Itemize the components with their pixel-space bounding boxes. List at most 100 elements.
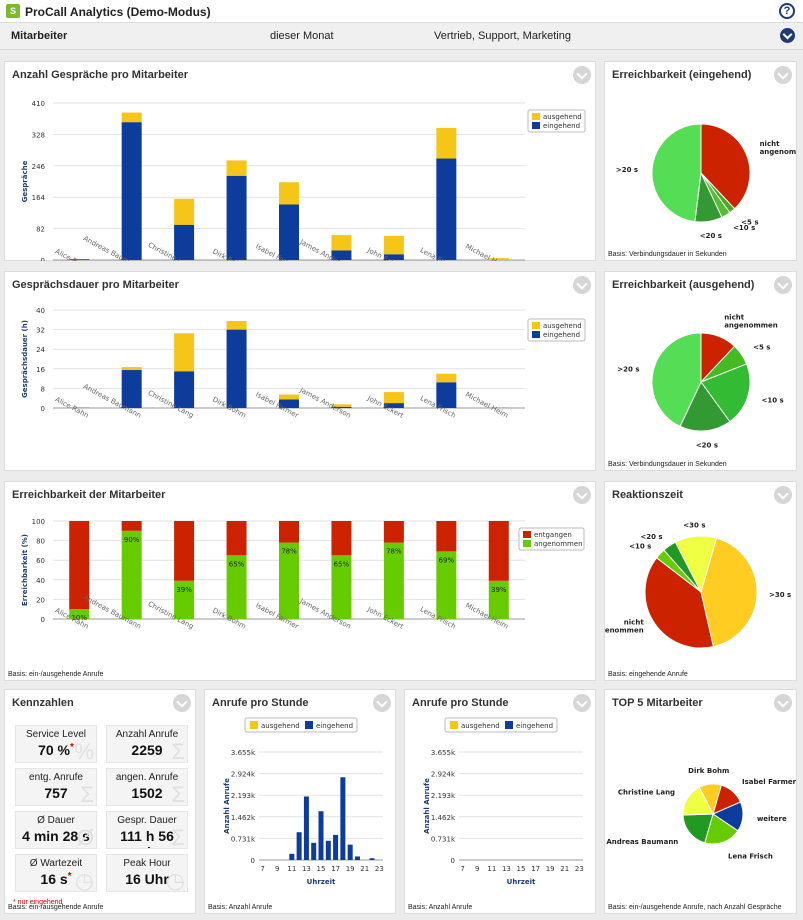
kpi-label: Gespr. Dauer — [117, 815, 177, 826]
legend-label: angenommen — [534, 540, 583, 548]
bar-entgangen-john-eckert — [383, 521, 404, 543]
legend-swatch — [523, 540, 531, 547]
bar-eingehend-lena-frisch — [436, 158, 457, 260]
app-header: S ProCall Analytics (Demo-Modus) ? — [0, 0, 803, 23]
panel-footer: Basis: ein-/ausgehende Anrufe — [8, 671, 104, 678]
bar-hour-22-eingehend — [369, 858, 375, 860]
bar-hour-20-eingehend — [354, 856, 360, 860]
x-tick-label: 23 — [575, 865, 584, 873]
bar-angenommen-andreas-baumann — [121, 530, 142, 619]
pie-label: <20 s — [696, 442, 718, 450]
panel-collapse-chevron-icon[interactable] — [373, 694, 391, 712]
data-label: 78% — [281, 548, 297, 556]
legend-box — [444, 717, 558, 733]
bar-eingehend-andreas-baumann — [121, 370, 142, 408]
filter-period[interactable]: dieser Monat — [270, 30, 334, 42]
y-tick-label: 0.731k — [231, 835, 256, 843]
pie-label: <10 s — [761, 397, 783, 405]
bar-entgangen-michael-heim — [488, 521, 509, 581]
panel-collapse-chevron-icon[interactable] — [573, 276, 591, 294]
kpi-average-duration: Ø Dauer 4 min 28 s Ø — [15, 811, 97, 849]
y-tick-label: 0 — [41, 257, 45, 261]
legend-label: eingehend — [516, 722, 553, 730]
bar-angenommen-michael-heim — [488, 580, 509, 619]
bar-eingehend-james-anderson — [331, 250, 352, 260]
panel-collapse-chevron-icon[interactable] — [173, 694, 191, 712]
app-logo-icon: S — [6, 4, 20, 18]
data-label: 65% — [229, 560, 245, 568]
filter-bar[interactable]: Mitarbeiter dieser Monat Vertrieb, Suppo… — [0, 23, 803, 50]
data-label: 10% — [71, 614, 87, 622]
kpi-value: 2259 — [131, 742, 163, 758]
y-tick-label: 3.655k — [431, 749, 456, 757]
y-tick-label: 0 — [41, 405, 45, 413]
y-tick-label: 82 — [36, 226, 45, 234]
filter-expand-chevron-icon[interactable] — [780, 28, 795, 43]
calls-per-hour-chart: 0 0.731k 1.462k 2.193k 2.924k 3.655k 7 9 11 13 15 1… — [223, 717, 384, 886]
panel-collapse-chevron-icon[interactable] — [774, 66, 792, 84]
help-button[interactable]: ? — [779, 3, 795, 19]
average-watermark-icon: Ø — [76, 825, 94, 849]
panel-collapse-chevron-icon[interactable] — [573, 486, 591, 504]
panel-collapse-chevron-icon[interactable] — [573, 66, 591, 84]
panel-collapse-chevron-icon[interactable] — [774, 694, 792, 712]
x-tick-label: 17 — [531, 865, 540, 873]
kpi-service-level: Service Level 70 %* % — [15, 725, 97, 763]
panel-collapse-chevron-icon[interactable] — [774, 276, 792, 294]
panel-title: Erreichbarkeit (ausgehend) — [612, 279, 755, 291]
panel-collapse-chevron-icon[interactable] — [774, 486, 792, 504]
legend-swatch — [532, 122, 540, 129]
legend-swatch — [305, 721, 313, 729]
data-label: 39% — [176, 586, 192, 594]
y-tick-label: 1.462k — [231, 814, 256, 822]
pie-label: angenommen — [605, 627, 644, 635]
panel-title: Erreichbarkeit (eingehend) — [612, 69, 752, 81]
panel-title: Anzahl Gespräche pro Mitarbeiter — [12, 69, 189, 81]
bar-eingehend-john-eckert — [383, 403, 404, 408]
y-tick-label: 80 — [36, 538, 45, 546]
sum-watermark-icon: Σ — [171, 825, 185, 849]
kpi-label: Peak Hour — [123, 858, 171, 869]
filter-departments[interactable]: Vertrieb, Support, Marketing — [434, 30, 571, 42]
x-tick-label: 9 — [475, 865, 479, 873]
pie-label: <20 s — [700, 232, 722, 240]
pie-label: <10 s — [733, 224, 755, 232]
panel-collapse-chevron-icon[interactable] — [573, 694, 591, 712]
legend-label: ausgehend — [543, 113, 582, 121]
calls-per-hour-chart: 0 0.731k 1.462k 2.193k 2.924k 3.655k 7 9 11 13 15 1… — [423, 717, 584, 886]
bar-angenommen-christine-lang — [174, 580, 195, 619]
kpi-value: 111 h 56 min — [120, 828, 174, 848]
x-tick-label: 13 — [502, 865, 511, 873]
kpi-total-calls: Anzahl Anrufe 2259 Σ — [106, 725, 188, 763]
pie-label: Lena Frisch — [728, 852, 773, 860]
y-tick-label: 20 — [36, 596, 45, 604]
bar-hour-12-eingehend — [296, 832, 302, 860]
bar-ausgehend-john-eckert — [383, 392, 404, 404]
y-tick-label: 40 — [36, 307, 45, 315]
x-tick-label: 7 — [260, 865, 264, 873]
pie-label: <5 s — [753, 344, 770, 352]
pie-label: <30 s — [683, 521, 705, 529]
bar-entgangen-james-anderson — [331, 521, 352, 556]
bar-ausgehend-isabel-farmer — [279, 182, 299, 205]
y-tick-label: 0.731k — [431, 835, 456, 843]
data-label: 39% — [491, 586, 507, 594]
legend-swatch — [532, 113, 540, 120]
y-tick-label: 2.924k — [231, 771, 256, 779]
y-tick-label: 0 — [451, 857, 455, 865]
percent-watermark-icon: % — [74, 739, 94, 763]
data-label: 65% — [334, 560, 350, 568]
y-tick-label: 2.924k — [431, 771, 456, 779]
x-tick-label: 7 — [460, 865, 464, 873]
pie-slice-dirk-bohm — [698, 783, 722, 816]
legend-box — [527, 109, 586, 133]
kpi-label: Ø Dauer — [37, 815, 75, 826]
bar-ausgehend-andreas-baumann — [121, 367, 142, 371]
sum-watermark-icon: Σ — [171, 782, 185, 806]
bar-eingehend-andreas-baumann — [121, 122, 142, 260]
